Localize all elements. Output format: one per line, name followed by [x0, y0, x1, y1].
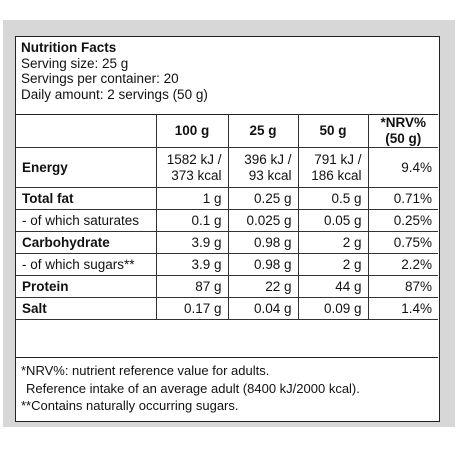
- cell-100g: 87 g: [155, 275, 229, 298]
- cell-100g: 1582 kJ / 373 kcal: [155, 147, 229, 188]
- row-label: Protein: [16, 275, 157, 298]
- cell-line: 373 kcal: [171, 167, 222, 183]
- cell-25g: 0.025 g: [227, 209, 299, 232]
- table-row: Salt 0.17 g 0.04 g 0.09 g 1.4%: [16, 297, 438, 320]
- cell-nrv: 9.4%: [367, 147, 438, 188]
- table-row: Energy 1582 kJ / 373 kcal 396 kJ / 93 kc…: [16, 147, 438, 188]
- cell-50g: 0.05 g: [297, 209, 369, 232]
- cell-nrv: 0.71%: [367, 187, 438, 210]
- cell-100g: 0.1 g: [155, 209, 229, 232]
- nrv-footnote: *NRV%: nutrient reference value for adul…: [21, 363, 270, 378]
- row-label: Salt: [16, 297, 157, 320]
- cell-line: 186 kcal: [311, 167, 362, 183]
- cell-25g: 0.98 g: [227, 231, 299, 254]
- cell-25g: 22 g: [227, 275, 299, 298]
- cell-50g: 2 g: [297, 253, 369, 276]
- cell-50g: 0.5 g: [297, 187, 369, 210]
- cell-line: 396 kJ /: [244, 151, 292, 167]
- column-header-50g: 50 g: [297, 114, 369, 148]
- table-header-row: 100 g 25 g 50 g *NRV% (50 g): [16, 114, 438, 148]
- cell-50g: 791 kJ / 186 kcal: [297, 147, 369, 188]
- cell-50g: 44 g: [297, 275, 369, 298]
- nrv-header-line2: (50 g): [385, 131, 422, 146]
- cell-25g: 0.25 g: [227, 187, 299, 210]
- cell-nrv: 0.25%: [367, 209, 438, 232]
- cell-nrv: 0.75%: [367, 231, 438, 254]
- column-header-100g: 100 g: [155, 114, 229, 148]
- servings-per-container: Servings per container: 20: [21, 71, 179, 86]
- cell-25g: 0.98 g: [227, 253, 299, 276]
- reference-intake-footnote: Reference intake of an average adult (84…: [26, 380, 360, 396]
- cell-line: 791 kJ /: [314, 151, 362, 167]
- table-row: - of which sugars** 3.9 g 0.98 g 2 g 2.2…: [16, 253, 438, 276]
- footnotes: *NRV%: nutrient reference value for adul…: [21, 362, 360, 415]
- nutrition-table: 100 g 25 g 50 g *NRV% (50 g) Energy 1582…: [16, 114, 438, 320]
- sugars-footnote: **Contains naturally occurring sugars.: [21, 398, 239, 413]
- cell-nrv: 87%: [367, 275, 438, 298]
- row-label: - of which saturates: [16, 209, 157, 232]
- label-title: Nutrition Facts: [21, 40, 117, 55]
- cell-100g: 1 g: [155, 187, 229, 210]
- nutrition-label: Nutrition Facts Serving size: 25 g Servi…: [15, 36, 440, 422]
- row-label: Total fat: [16, 187, 157, 210]
- table-row: Protein 87 g 22 g 44 g 87%: [16, 275, 438, 298]
- row-label: Carbohydrate: [16, 231, 157, 254]
- row-label: Energy: [16, 147, 157, 188]
- footnote-divider: [16, 357, 438, 358]
- daily-amount: Daily amount: 2 servings (50 g): [21, 86, 208, 102]
- cell-line: 1582 kJ /: [166, 151, 222, 167]
- header-blank-cell: [16, 114, 157, 148]
- cell-line: 93 kcal: [248, 167, 292, 183]
- nrv-header-line1: *NRV%: [380, 115, 427, 130]
- cell-25g: 0.04 g: [227, 297, 299, 320]
- cell-nrv: 2.2%: [367, 253, 438, 276]
- cell-100g: 3.9 g: [155, 231, 229, 254]
- cell-50g: 2 g: [297, 231, 369, 254]
- cell-100g: 3.9 g: [155, 253, 229, 276]
- table-row: Carbohydrate 3.9 g 0.98 g 2 g 0.75%: [16, 231, 438, 254]
- cell-50g: 0.09 g: [297, 297, 369, 320]
- cell-25g: 396 kJ / 93 kcal: [227, 147, 299, 188]
- column-header-nrv: *NRV% (50 g): [367, 114, 438, 148]
- table-row: Total fat 1 g 0.25 g 0.5 g 0.71%: [16, 187, 438, 210]
- label-header: Nutrition Facts Serving size: 25 g Servi…: [21, 40, 208, 102]
- table-row: - of which saturates 0.1 g 0.025 g 0.05 …: [16, 209, 438, 232]
- column-header-25g: 25 g: [227, 114, 299, 148]
- serving-size: Serving size: 25 g: [21, 55, 129, 71]
- cell-100g: 0.17 g: [155, 297, 229, 320]
- cell-nrv: 1.4%: [367, 297, 438, 320]
- row-label: - of which sugars**: [16, 253, 157, 276]
